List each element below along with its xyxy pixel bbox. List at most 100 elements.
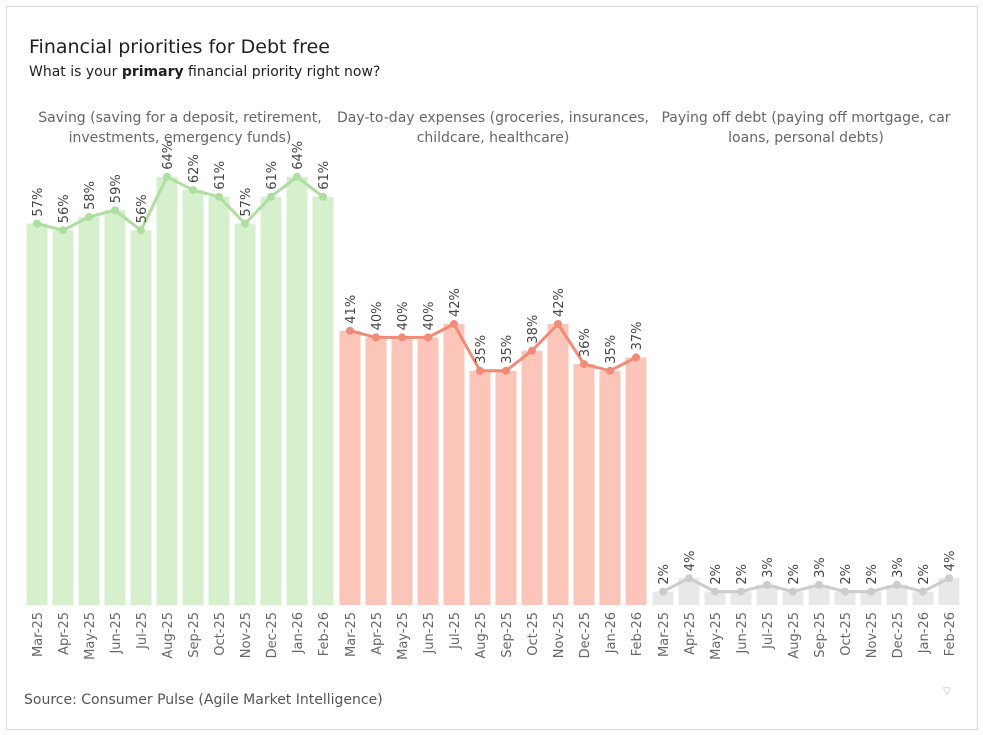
x-tick-label: Nov-25 — [552, 612, 567, 658]
value-label: 38% — [526, 315, 541, 344]
line-point — [528, 346, 536, 355]
source-note: Source: Consumer Pulse (Agile Market Int… — [24, 692, 383, 708]
value-label: 35% — [604, 335, 619, 364]
panel-title-line: Day-to-day expenses (groceries, insuranc… — [337, 110, 649, 126]
bar — [286, 176, 308, 606]
line-point — [867, 587, 875, 596]
value-label: 59% — [109, 174, 124, 203]
value-label: 40% — [396, 301, 411, 330]
panel-title-line: Paying off debt (paying off mortgage, ca… — [661, 110, 950, 126]
line-point — [293, 172, 301, 181]
x-tick-label: Sep-25 — [813, 612, 828, 658]
bar — [182, 190, 204, 605]
bar — [730, 591, 752, 605]
x-tick-label: Jun-25 — [422, 612, 437, 655]
bar — [339, 330, 361, 605]
subtitle-prefix: What is your — [29, 64, 122, 80]
x-tick-label: Oct-25 — [213, 612, 228, 656]
subtitle-suffix: financial priority right now? — [183, 64, 381, 80]
bar — [912, 591, 934, 605]
x-tick-label: Oct-25 — [526, 612, 541, 656]
line-point — [59, 226, 67, 235]
value-label: 36% — [578, 328, 593, 357]
x-tick-label: Aug-25 — [161, 612, 176, 659]
x-tick-label: Feb-26 — [943, 612, 958, 656]
line-point — [789, 587, 797, 596]
value-label: 41% — [344, 295, 359, 324]
line-point — [372, 333, 380, 342]
x-tick-label: Sep-25 — [187, 612, 202, 658]
bar — [652, 591, 674, 605]
line-point — [841, 587, 849, 596]
value-label: 64% — [161, 141, 176, 170]
panel-title-line: investments, emergency funds) — [69, 130, 292, 146]
value-label: 2% — [657, 564, 672, 585]
line-point — [189, 186, 197, 195]
line-point — [319, 192, 327, 201]
x-tick-label: Jan-26 — [917, 612, 932, 654]
value-label: 56% — [57, 194, 72, 223]
value-label: 2% — [709, 564, 724, 585]
value-label: 58% — [83, 181, 98, 210]
bar — [573, 364, 595, 605]
bar — [208, 196, 230, 606]
x-tick-label: Aug-25 — [474, 612, 489, 659]
chart-subtitle: What is your primary financial priority … — [29, 64, 380, 80]
bar — [260, 196, 282, 606]
value-label: 61% — [317, 161, 332, 190]
line-point — [241, 219, 249, 228]
x-tick-label: Mar-25 — [344, 612, 359, 657]
bar — [104, 210, 126, 605]
x-tick-label: May-25 — [709, 612, 724, 660]
x-tick-label: May-25 — [83, 612, 98, 660]
value-label: 42% — [552, 288, 567, 317]
value-label: 37% — [630, 321, 645, 350]
line-point — [919, 587, 927, 596]
x-tick-label: Dec-25 — [265, 612, 280, 658]
value-label: 3% — [761, 557, 776, 578]
line-point — [267, 192, 275, 201]
bar — [521, 350, 543, 605]
value-label: 2% — [787, 564, 802, 585]
line-point — [632, 353, 640, 362]
line-point — [606, 366, 614, 375]
line-point — [893, 580, 901, 589]
line-point — [737, 587, 745, 596]
bar — [52, 230, 74, 606]
x-tick-label: Nov-25 — [239, 612, 254, 658]
line-point — [502, 366, 510, 375]
subtitle-bold: primary — [121, 64, 184, 80]
x-tick-label: Feb-26 — [630, 612, 645, 656]
value-label: 2% — [865, 564, 880, 585]
x-tick-label: Mar-25 — [31, 612, 46, 657]
value-label: 61% — [265, 161, 280, 190]
x-tick-label: Apr-25 — [57, 612, 72, 655]
value-label: 35% — [500, 335, 515, 364]
line-point — [945, 574, 953, 583]
value-label: 64% — [291, 141, 306, 170]
value-label: 40% — [370, 301, 385, 330]
line-point — [111, 206, 119, 215]
value-label: 56% — [135, 194, 150, 223]
x-tick-label: Feb-26 — [317, 612, 332, 656]
bar — [625, 357, 647, 605]
line-point — [163, 172, 171, 181]
sort-icon[interactable]: ▽ — [943, 686, 951, 697]
value-label: 4% — [683, 551, 698, 572]
series-line — [36, 175, 324, 232]
x-tick-label: Oct-25 — [839, 612, 854, 656]
x-tick-label: Jan-26 — [604, 612, 619, 654]
bar — [704, 591, 726, 605]
bar — [678, 578, 700, 605]
line-point — [580, 360, 588, 369]
bar — [234, 223, 256, 605]
panel-day-to-day-expenses: Day-to-day expenses (groceries, insuranc… — [337, 110, 649, 660]
value-label: 61% — [213, 161, 228, 190]
line-point — [424, 333, 432, 342]
value-label: 4% — [943, 551, 958, 572]
bar — [417, 337, 439, 605]
x-tick-label: May-25 — [396, 612, 411, 660]
bar — [365, 337, 387, 605]
bar — [886, 584, 908, 605]
